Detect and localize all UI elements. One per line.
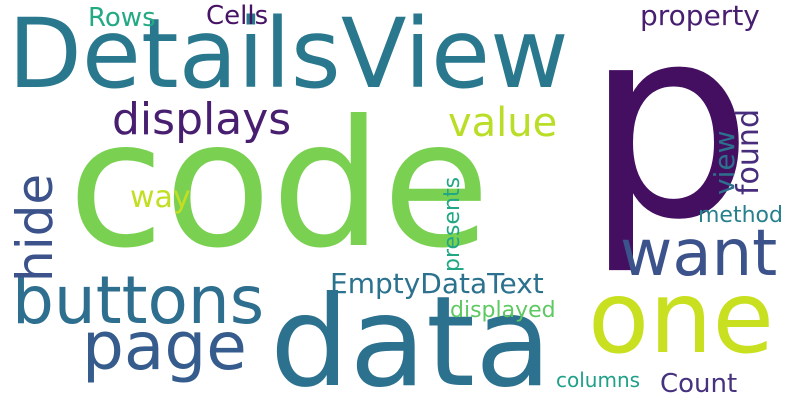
- word-method: method: [698, 203, 783, 228]
- word-want: want: [620, 217, 778, 291]
- word-detailsview: DetailsView: [8, 0, 569, 110]
- word-data: data: [270, 270, 552, 400]
- word-code: code: [68, 84, 491, 287]
- word-value: value: [448, 100, 558, 146]
- word-displays: displays: [112, 94, 292, 145]
- word-columns: columns: [556, 368, 641, 392]
- word-buttons: buttons: [12, 262, 265, 339]
- word-property: property: [640, 0, 760, 32]
- word-page: page: [82, 308, 247, 385]
- word-presents: presents: [440, 176, 465, 272]
- word-count: Count: [660, 369, 738, 399]
- word-displayed: displayed: [450, 298, 556, 323]
- word-cells: Cells: [206, 1, 269, 31]
- word-one: one: [588, 259, 775, 376]
- word-rows: Rows: [88, 3, 156, 33]
- word-p: p: [585, 0, 754, 278]
- word-emptydatatext: EmptyDataText: [330, 267, 544, 300]
- word-hide: hide: [6, 173, 64, 282]
- word-way: way: [130, 180, 191, 215]
- word-found: found: [731, 109, 766, 195]
